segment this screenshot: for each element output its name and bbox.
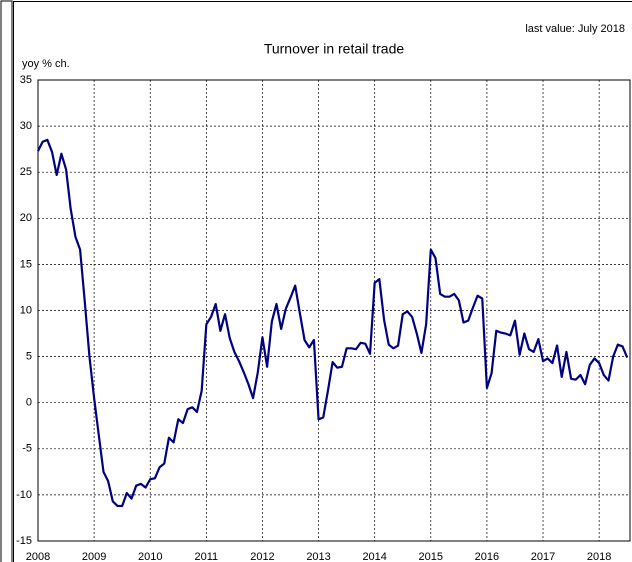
- y-tick-label: 15: [20, 258, 32, 270]
- y-tick-label: 35: [20, 74, 32, 86]
- y-tick-label: -15: [16, 535, 32, 547]
- x-tick-label: 2015: [419, 551, 443, 562]
- x-tick-label: 2009: [82, 551, 106, 562]
- subtitle: last value: July 2018: [525, 23, 625, 35]
- chart-title: Turnover in retail trade: [264, 41, 405, 57]
- data-line: [37, 138, 629, 508]
- x-tick-label: 2008: [26, 551, 50, 562]
- y-axis-label: yoy % ch.: [22, 58, 70, 70]
- y-tick-label: 0: [26, 397, 32, 409]
- y-tick-label: -5: [22, 443, 32, 455]
- y-tick-label: 10: [20, 304, 32, 316]
- x-tick-label: 2018: [587, 551, 611, 562]
- x-tick-label: 2016: [475, 551, 499, 562]
- y-tick-label: -10: [16, 489, 32, 501]
- x-tick-label: 2011: [195, 551, 219, 562]
- y-tick-label: 20: [20, 212, 32, 224]
- x-tick-label: 2017: [531, 551, 555, 562]
- frame: [13, 1, 632, 562]
- y-tick-label: 30: [20, 120, 32, 132]
- x-tick-label: 2014: [362, 551, 386, 562]
- x-tick-label: 2010: [138, 551, 162, 562]
- y-tick-label: 25: [20, 166, 32, 178]
- x-tick-label: 2013: [306, 551, 330, 562]
- y-tick-label: 5: [26, 351, 32, 363]
- x-tick-label: 2012: [250, 551, 274, 562]
- side-frame: [0, 0, 13, 562]
